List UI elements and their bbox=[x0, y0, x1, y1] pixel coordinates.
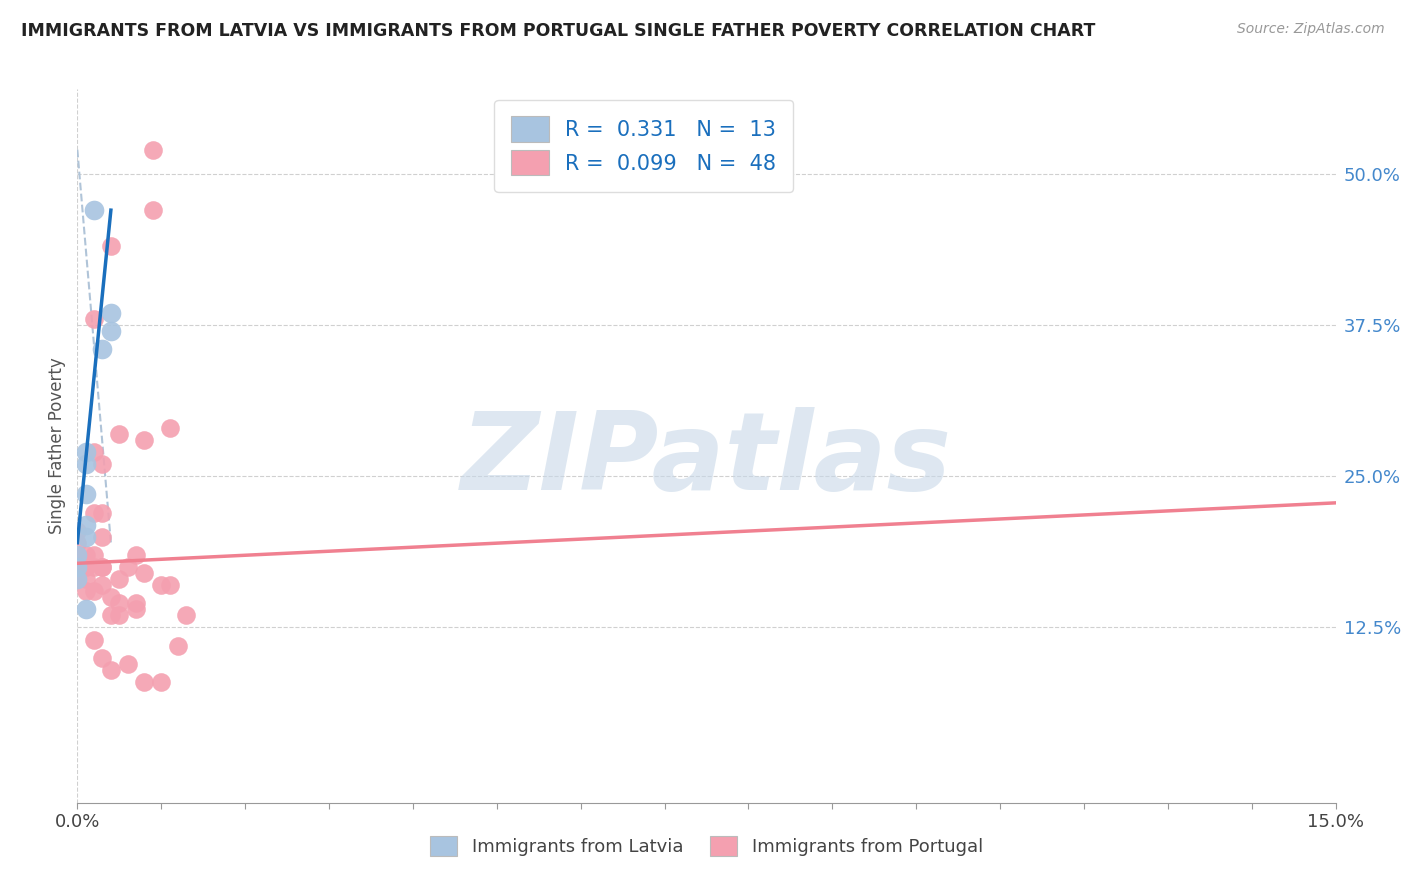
Point bbox=[83, 203, 105, 218]
Point bbox=[91, 457, 114, 471]
Point bbox=[100, 306, 122, 320]
Point bbox=[75, 530, 97, 544]
Point bbox=[91, 560, 114, 574]
Point bbox=[91, 506, 114, 520]
Point bbox=[134, 566, 156, 580]
Point bbox=[108, 596, 131, 610]
Point bbox=[83, 312, 105, 326]
Point bbox=[75, 487, 97, 501]
Point bbox=[91, 578, 114, 592]
Point bbox=[108, 608, 131, 623]
Point bbox=[100, 324, 122, 338]
Point bbox=[75, 560, 97, 574]
Point bbox=[108, 572, 131, 586]
Point bbox=[125, 548, 148, 562]
Text: ZIPatlas: ZIPatlas bbox=[461, 408, 952, 513]
Point bbox=[83, 632, 105, 647]
Point bbox=[150, 578, 173, 592]
Point bbox=[75, 517, 97, 532]
Point bbox=[83, 506, 105, 520]
Point bbox=[66, 524, 89, 538]
Point bbox=[83, 560, 105, 574]
Point bbox=[91, 650, 114, 665]
Point bbox=[91, 530, 114, 544]
Y-axis label: Single Father Poverty: Single Father Poverty bbox=[48, 358, 66, 534]
Point bbox=[83, 584, 105, 599]
Point bbox=[83, 548, 105, 562]
Point bbox=[176, 608, 198, 623]
Point bbox=[134, 674, 156, 689]
Point bbox=[100, 590, 122, 604]
Point bbox=[117, 657, 139, 671]
Point bbox=[108, 426, 131, 441]
Point bbox=[66, 572, 89, 586]
Point bbox=[75, 445, 97, 459]
Point bbox=[100, 239, 122, 253]
Point bbox=[66, 560, 89, 574]
Point bbox=[159, 421, 181, 435]
Point bbox=[66, 535, 89, 549]
Point bbox=[83, 445, 105, 459]
Point bbox=[66, 554, 89, 568]
Point bbox=[75, 584, 97, 599]
Point bbox=[125, 602, 148, 616]
Text: Source: ZipAtlas.com: Source: ZipAtlas.com bbox=[1237, 22, 1385, 37]
Point bbox=[167, 639, 190, 653]
Point bbox=[66, 572, 89, 586]
Point bbox=[91, 343, 114, 357]
Text: IMMIGRANTS FROM LATVIA VS IMMIGRANTS FROM PORTUGAL SINGLE FATHER POVERTY CORRELA: IMMIGRANTS FROM LATVIA VS IMMIGRANTS FRO… bbox=[21, 22, 1095, 40]
Point bbox=[100, 663, 122, 677]
Point bbox=[142, 143, 165, 157]
Legend: Immigrants from Latvia, Immigrants from Portugal: Immigrants from Latvia, Immigrants from … bbox=[420, 827, 993, 865]
Point bbox=[125, 596, 148, 610]
Point bbox=[150, 674, 173, 689]
Point bbox=[91, 560, 114, 574]
Point bbox=[75, 602, 97, 616]
Point bbox=[100, 608, 122, 623]
Point bbox=[117, 560, 139, 574]
Point bbox=[75, 548, 97, 562]
Point bbox=[66, 548, 89, 562]
Point bbox=[66, 548, 89, 562]
Point bbox=[159, 578, 181, 592]
Point bbox=[75, 457, 97, 471]
Point bbox=[134, 433, 156, 447]
Point bbox=[75, 572, 97, 586]
Point bbox=[142, 203, 165, 218]
Point bbox=[66, 560, 89, 574]
